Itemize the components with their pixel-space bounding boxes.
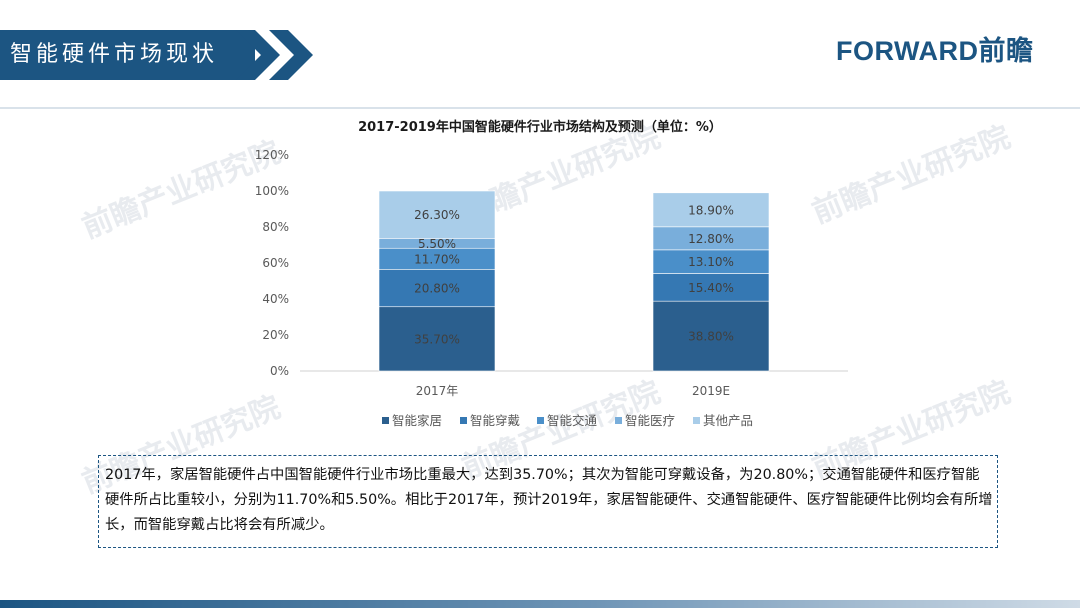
data-label: 20.80% — [414, 282, 460, 296]
legend-swatch — [460, 417, 467, 424]
bar-segment — [378, 190, 496, 239]
summary-text: 2017年，家居智能硬件占中国智能硬件行业市场比重最大，达到35.70%；其次为… — [105, 467, 993, 533]
legend-swatch — [382, 417, 389, 424]
data-label: 12.80% — [688, 232, 734, 246]
y-tick-label: 80% — [262, 220, 289, 234]
legend-swatch — [615, 417, 622, 424]
data-label: 13.10% — [688, 255, 734, 269]
header-banner — [0, 30, 255, 80]
legend-swatch — [537, 417, 544, 424]
footer-bar — [0, 600, 1080, 608]
y-tick-label: 120% — [255, 148, 289, 162]
page-title: 智能硬件市场现状 — [10, 42, 219, 67]
data-label: 11.70% — [414, 252, 460, 266]
y-tick-label: 60% — [262, 256, 289, 270]
data-label: 18.90% — [688, 203, 734, 217]
data-label: 5.50% — [418, 237, 456, 251]
bar-segment — [652, 192, 770, 228]
chart-title: 2017-2019年中国智能硬件行业市场结构及预测（单位：%） — [358, 120, 722, 135]
y-tick-label: 100% — [255, 184, 289, 198]
y-tick-label: 20% — [262, 328, 289, 342]
bar-segment — [378, 306, 496, 372]
legend-item: 智能穿戴 — [470, 413, 520, 428]
summary-textbox: 2017年，家居智能硬件占中国智能硬件行业市场比重最大，达到35.70%；其次为… — [98, 455, 998, 548]
data-label: 35.70% — [414, 332, 460, 346]
x-tick-label: 2017年 — [416, 384, 459, 398]
legend-item: 其他产品 — [703, 413, 753, 428]
y-tick-label: 40% — [262, 292, 289, 306]
data-label: 15.40% — [688, 281, 734, 295]
brand-logo: FORWARD前瞻 — [836, 36, 1034, 66]
legend-item: 智能医疗 — [625, 413, 675, 428]
data-label: 38.80% — [688, 330, 734, 344]
y-tick-label: 0% — [270, 364, 289, 378]
bar-segment — [378, 268, 496, 308]
x-tick-label: 2019E — [692, 384, 730, 398]
bar-segment — [652, 273, 770, 302]
data-label: 26.30% — [414, 208, 460, 222]
header-divider — [0, 107, 1080, 109]
legend-swatch — [693, 417, 700, 424]
legend-item: 智能家居 — [392, 413, 442, 428]
chevron-arrows-icon — [236, 30, 313, 80]
bar-segment — [652, 300, 770, 372]
legend-item: 智能交通 — [547, 413, 598, 428]
